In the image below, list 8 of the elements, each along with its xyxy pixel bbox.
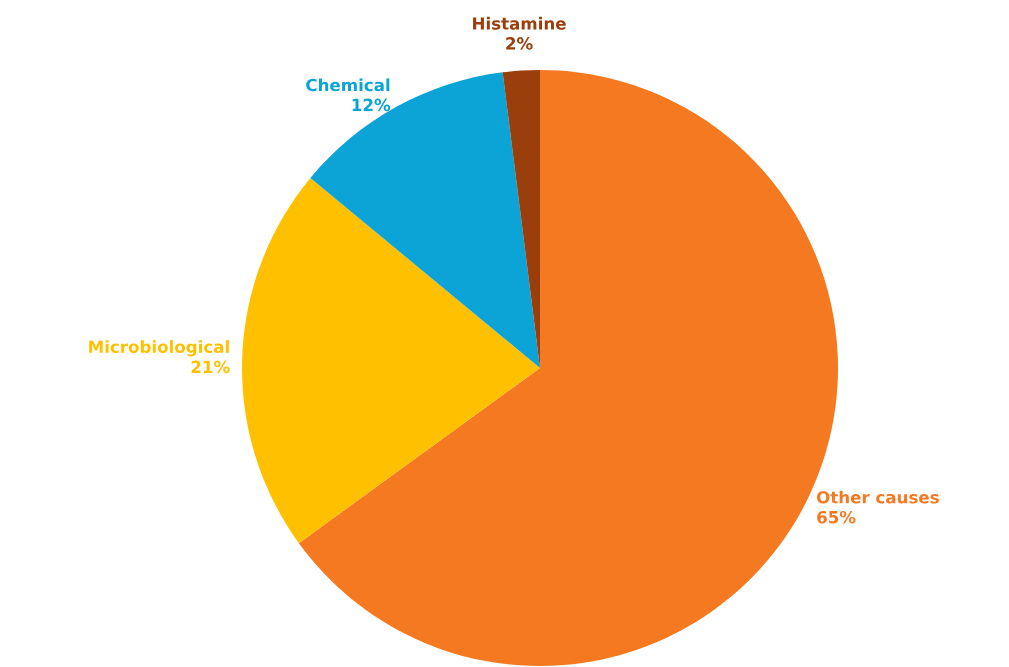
data-label: 2% [506, 37, 533, 50]
slice-label: Microbiological [89, 340, 229, 357]
slice-label: Other causes [816, 490, 939, 504]
slice-label: Chemical [306, 78, 390, 92]
data-label: 21% [191, 360, 230, 374]
data-label: 65% [817, 510, 856, 524]
slice-label: Histamine [473, 16, 566, 30]
data-label: 12% [352, 98, 391, 112]
